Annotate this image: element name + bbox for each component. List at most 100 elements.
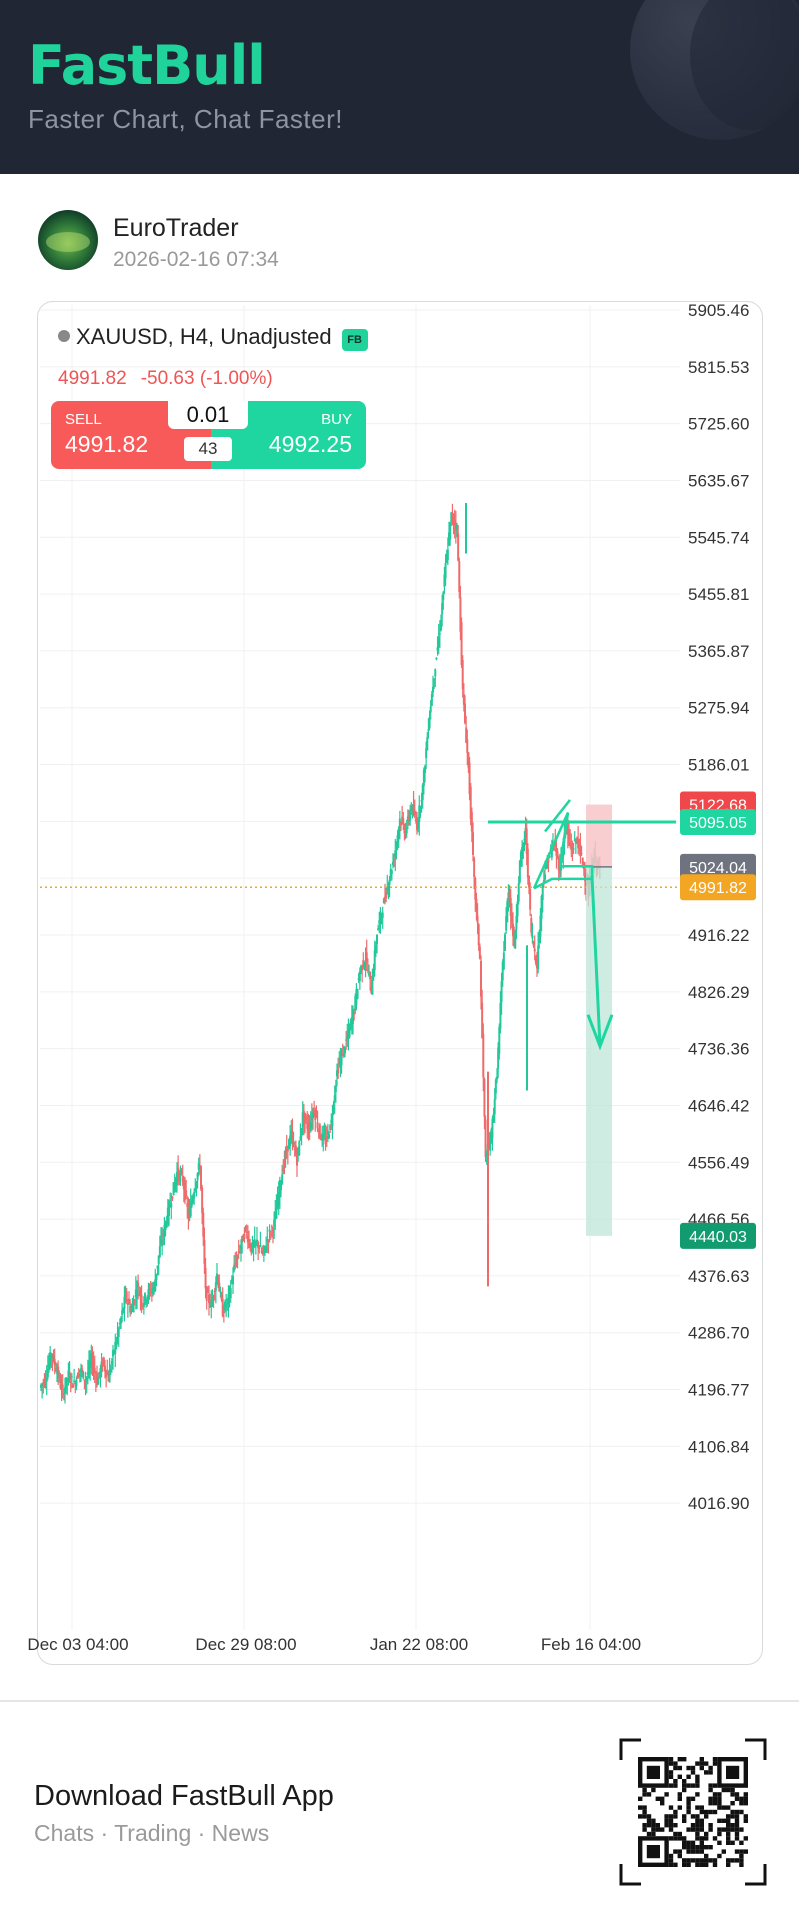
- qr-module: [726, 1858, 731, 1863]
- qr-module: [668, 1827, 674, 1832]
- candle-body: [219, 1291, 222, 1293]
- candle-body: [110, 1361, 113, 1365]
- candle-body: [385, 892, 388, 898]
- qr-module: [708, 1845, 713, 1850]
- candle-body: [467, 752, 470, 768]
- candle-body: [325, 1136, 328, 1140]
- candle-body: [83, 1379, 86, 1381]
- candle-body: [114, 1341, 117, 1354]
- qr-module: [734, 1858, 740, 1863]
- pattern-drawing[interactable]: [532, 812, 594, 890]
- qr-module: [673, 1831, 678, 1837]
- pattern-drawing[interactable]: [544, 799, 571, 833]
- price-chart[interactable]: 5905.46 5815.53 5725.60 5635.67 5545.74 5455.…: [0, 0, 799, 1700]
- candle-body: [355, 989, 358, 1005]
- qr-module: [668, 1805, 674, 1810]
- candle-body: [371, 981, 374, 995]
- qr-module: [739, 1853, 744, 1859]
- candle-body: [220, 1294, 223, 1300]
- qr-module: [734, 1792, 740, 1797]
- candle-body: [394, 850, 397, 858]
- quantity-input[interactable]: 0.01: [168, 401, 248, 429]
- candle-body: [360, 966, 362, 970]
- candle-body: [133, 1300, 136, 1302]
- qr-module: [721, 1827, 726, 1832]
- candle-body: [348, 1026, 351, 1038]
- stop-loss-zone[interactable]: [586, 804, 612, 867]
- last-price: 4991.82: [58, 368, 127, 389]
- candle-body: [442, 592, 445, 600]
- price-tag: [680, 809, 756, 836]
- arrow-head[interactable]: [586, 1014, 614, 1051]
- qr-module: [726, 1814, 731, 1819]
- y-tick-label: 4016.90: [688, 1494, 749, 1513]
- candle-body: [470, 811, 473, 832]
- candle-body: [73, 1380, 76, 1383]
- candle-body: [188, 1208, 191, 1214]
- qr-module: [646, 1823, 652, 1828]
- candle-body: [523, 838, 526, 841]
- candle-body: [50, 1354, 53, 1358]
- candle-body: [452, 514, 455, 524]
- candle-body: [425, 748, 428, 759]
- candle-body: [389, 869, 392, 878]
- arrow-drawing[interactable]: [590, 875, 602, 1047]
- take-profit-zone[interactable]: [586, 866, 612, 1236]
- candle-body: [205, 1287, 208, 1301]
- qr-module: [690, 1840, 696, 1845]
- candle-body: [152, 1287, 154, 1294]
- candle-body: [190, 1200, 193, 1206]
- qr-module: [743, 1849, 748, 1854]
- candle-body: [289, 1135, 292, 1147]
- candle-body: [82, 1371, 85, 1379]
- candle-body: [128, 1298, 130, 1305]
- qr-module: [717, 1831, 722, 1837]
- download-title[interactable]: Download FastBull App: [34, 1780, 334, 1812]
- candle-body: [449, 522, 452, 540]
- candle-body: [298, 1141, 301, 1156]
- qr-module: [712, 1796, 718, 1801]
- candle-body: [321, 1133, 324, 1140]
- qr-module: [677, 1836, 682, 1841]
- qr-module: [726, 1840, 731, 1845]
- qr-module: [686, 1765, 691, 1771]
- chart-card[interactable]: [37, 301, 763, 1665]
- qr-module: [695, 1774, 700, 1779]
- qr-module: [712, 1836, 718, 1841]
- candle-body: [380, 914, 383, 919]
- candle-body: [497, 1047, 500, 1069]
- candle-body: [409, 811, 412, 821]
- candle-body: [174, 1178, 177, 1186]
- candle-body: [248, 1240, 250, 1242]
- candle-body: [412, 804, 415, 815]
- candle-body: [244, 1226, 247, 1229]
- candle-body: [130, 1311, 133, 1313]
- candle-body: [131, 1304, 134, 1311]
- candle-body: [329, 1125, 332, 1131]
- candle-body: [233, 1264, 236, 1271]
- instrument-title[interactable]: XAUUSD, H4, Unadjusted FB: [58, 324, 368, 351]
- candle-body: [291, 1131, 294, 1138]
- candle-body: [238, 1250, 241, 1252]
- candle-body: [193, 1192, 196, 1199]
- candle-body: [334, 1086, 337, 1092]
- qr-code-icon[interactable]: [619, 1738, 767, 1886]
- qr-module: [699, 1849, 704, 1854]
- qr-module: [721, 1818, 726, 1823]
- candle-body: [116, 1333, 119, 1335]
- username[interactable]: EuroTrader: [113, 214, 239, 242]
- qr-module: [673, 1862, 678, 1867]
- candle-body: [384, 896, 386, 900]
- candle-body: [494, 1079, 497, 1094]
- qr-module: [730, 1814, 735, 1819]
- candle-body: [571, 848, 574, 850]
- candle-body: [315, 1113, 318, 1118]
- candle-body: [74, 1384, 77, 1387]
- candle-body: [414, 819, 417, 822]
- candle-body: [525, 828, 528, 854]
- qr-module: [668, 1774, 674, 1779]
- qr-module: [668, 1770, 674, 1775]
- qr-module: [695, 1858, 700, 1863]
- avatar[interactable]: [38, 210, 98, 270]
- candle-body: [254, 1241, 257, 1243]
